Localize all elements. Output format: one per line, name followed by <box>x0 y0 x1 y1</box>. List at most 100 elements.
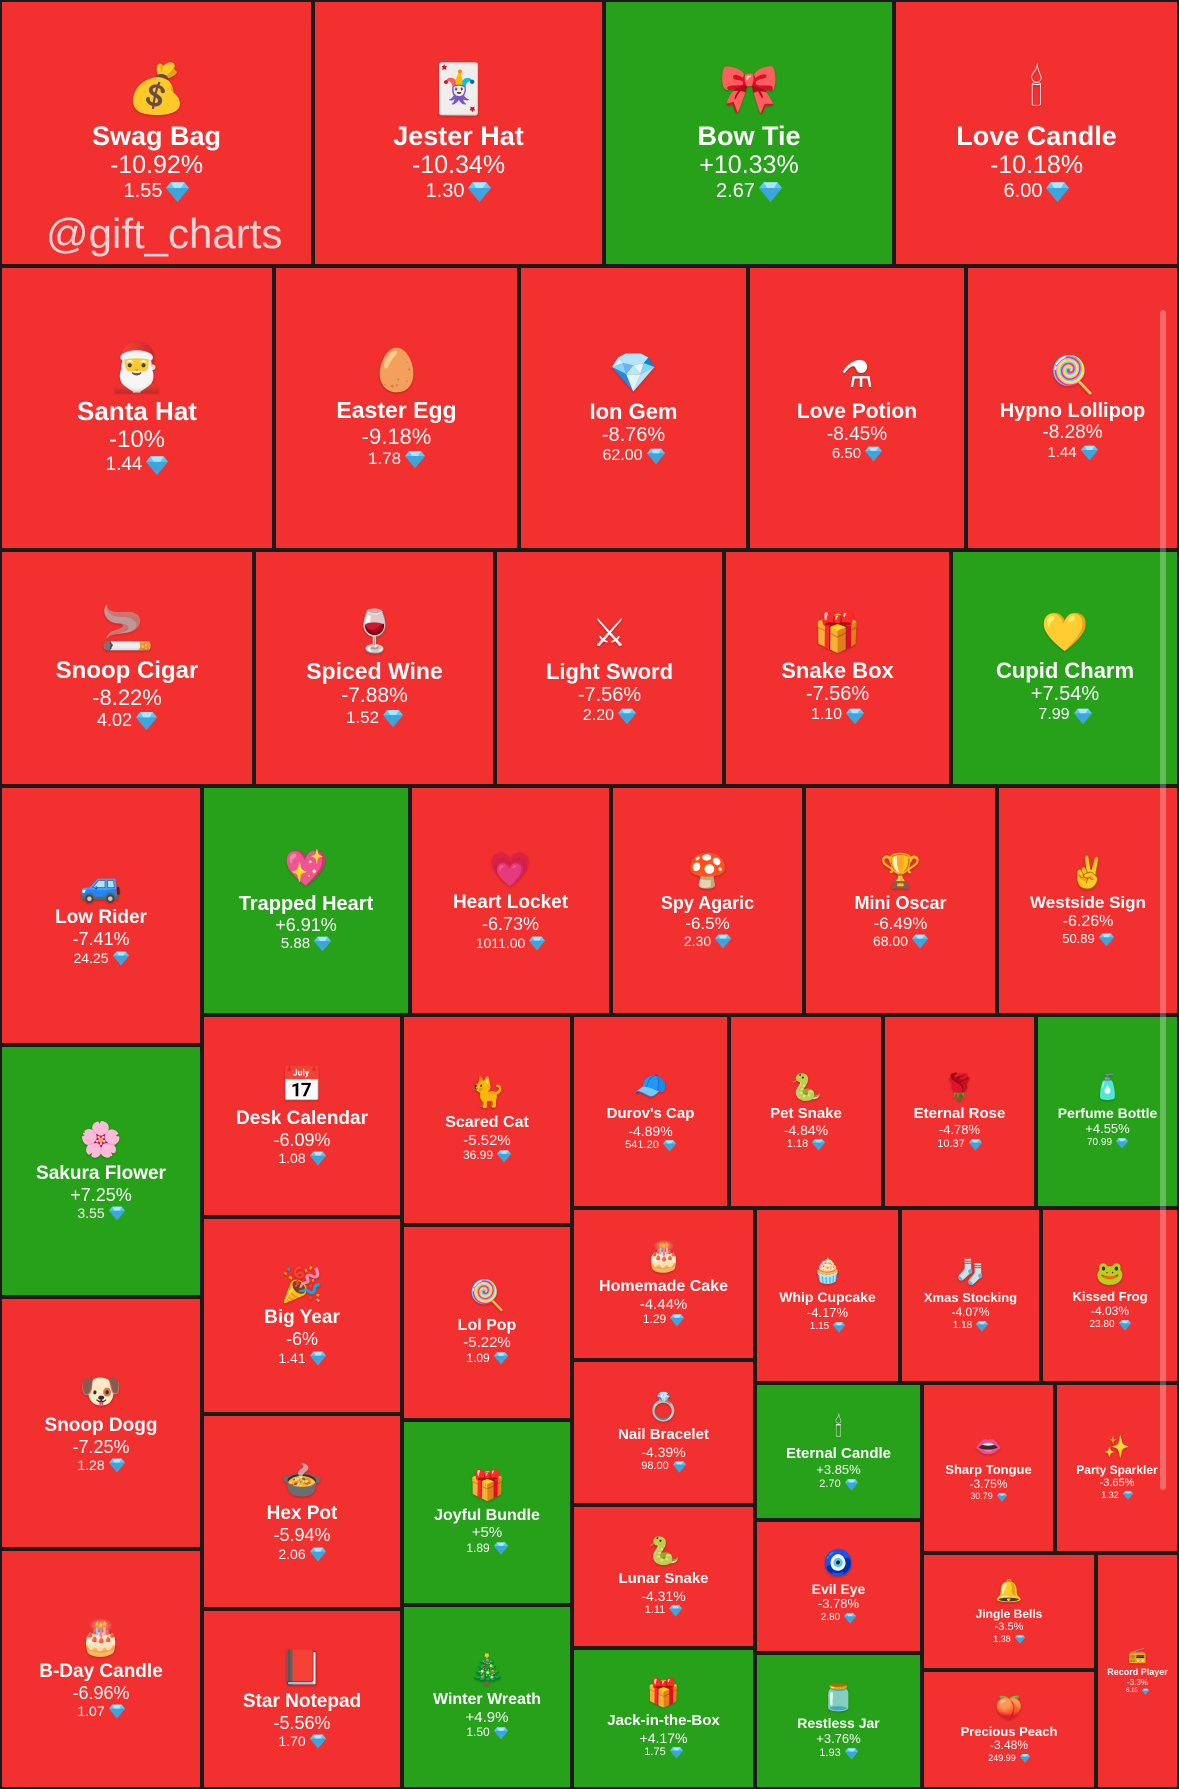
gift-price-value: 70.99 <box>1086 1136 1113 1148</box>
treemap-tile[interactable]: 🎄 Winter Wreath +4.9% 1.50 <box>402 1605 572 1789</box>
treemap-tile[interactable]: ⚔ Light Sword -7.56% 2.20 <box>495 550 724 786</box>
gift-name: Whip Cupcake <box>779 1289 876 1306</box>
gift-price-value: 1.78 <box>367 449 402 469</box>
treemap-tile[interactable]: 🧴 Perfume Bottle +4.55% 70.99 <box>1036 1015 1179 1208</box>
gift-icon: 💖 <box>284 849 328 889</box>
gift-icon: ⚗ <box>840 354 874 396</box>
treemap-tile[interactable]: 💍 Nail Bracelet -4.39% 98.00 <box>572 1360 755 1505</box>
gift-icon: 🧢 <box>633 1071 668 1102</box>
treemap-tile[interactable]: 📻 Record Player -3.3% 6.15 <box>1096 1553 1179 1789</box>
treemap-tile[interactable]: 🚙 Low Rider -7.41% 24.25 <box>0 786 202 1045</box>
treemap-tile[interactable]: 🧁 Whip Cupcake -4.17% 1.15 <box>755 1208 900 1383</box>
gift-price: 68.00 <box>873 933 929 949</box>
gift-change: -7.56% <box>805 683 870 706</box>
treemap-tile[interactable]: ⚗ Love Potion -8.45% 6.50 <box>748 266 966 550</box>
treemap-tile[interactable]: 🏆 Mini Oscar -6.49% 68.00 <box>804 786 997 1015</box>
treemap-tile[interactable]: 💗 Heart Locket -6.73% 1011.00 <box>410 786 611 1015</box>
gift-price: 1.08 <box>278 1150 326 1166</box>
gift-change: -7.88% <box>341 684 408 708</box>
gift-name: Durov's Cap <box>606 1105 695 1123</box>
treemap-tile[interactable]: 🍑 Precious Peach -3.48% 249.99 <box>922 1670 1096 1789</box>
gift-change: -6.09% <box>273 1129 331 1150</box>
treemap-tile[interactable]: 🎀 Bow Tie +10.33% 2.67 <box>604 0 894 266</box>
treemap-tile[interactable]: 🌹 Eternal Rose -4.78% 10.37 <box>883 1015 1036 1208</box>
gift-change: -3.78% <box>817 1596 860 1612</box>
treemap-tile[interactable]: 💛 Cupid Charm +7.54% 7.99 <box>951 550 1179 786</box>
treemap-tile[interactable]: 🍭 Hypno Lollipop -8.28% 1.44 <box>966 266 1179 550</box>
gift-price-value: 10.37 <box>937 1137 965 1150</box>
diamond-gem-icon <box>468 180 492 203</box>
gift-price: 23.80 <box>1089 1319 1131 1331</box>
gift-price-value: 1.44 <box>105 453 143 475</box>
treemap-tile[interactable]: 📅 Desk Calendar -6.09% 1.08 <box>202 1015 402 1217</box>
treemap-tile[interactable]: 🃏 Jester Hat -10.34% 1.30 <box>313 0 604 266</box>
treemap-tile[interactable]: 🍷 Spiced Wine -7.88% 1.52 <box>254 550 495 786</box>
treemap-tile[interactable]: 🕯 Love Candle -10.18% 6.00 <box>894 0 1179 266</box>
gift-price-value: 7.99 <box>1038 706 1070 724</box>
gift-name: Big Year <box>264 1307 340 1329</box>
treemap-tile[interactable]: 🕯 Eternal Candle +3.85% 2.70 <box>755 1383 922 1520</box>
gift-price-value: 1.18 <box>952 1319 973 1331</box>
treemap-tile[interactable]: ✨ Party Sparkler -3.65% 1.32 <box>1055 1383 1179 1553</box>
treemap-tile[interactable]: 🐸 Kissed Frog -4.03% 23.80 <box>1041 1208 1179 1383</box>
gift-change: -3.3% <box>1127 1678 1148 1688</box>
treemap-tile[interactable]: 🥚 Easter Egg -9.18% 1.78 <box>274 266 519 550</box>
gift-price-value: 1.30 <box>425 180 465 203</box>
treemap-tile[interactable]: 🌸 Sakura Flower +7.25% 3.55 <box>0 1045 202 1297</box>
gift-change: -4.89% <box>628 1122 673 1139</box>
gift-price: 1011.00 <box>476 935 546 951</box>
gift-price-value: 1.70 <box>278 1733 306 1750</box>
treemap-tile[interactable]: 🍲 Hex Pot -5.94% 2.06 <box>202 1414 402 1609</box>
gift-price: 1.28 <box>77 1457 125 1473</box>
treemap-tile[interactable]: 🐶 Snoop Dogg -7.25% 1.28 <box>0 1297 202 1549</box>
treemap-tile[interactable]: 🍄 Spy Agaric -6.5% 2.30 <box>611 786 804 1015</box>
treemap-tile[interactable]: 🎁 Joyful Bundle +5% 1.89 <box>402 1420 572 1605</box>
gift-icon: 💗 <box>489 850 532 889</box>
gift-change: +5% <box>471 1524 503 1542</box>
diamond-gem-icon <box>1098 932 1114 947</box>
treemap-tile[interactable]: 💖 Trapped Heart +6.91% 5.88 <box>202 786 410 1015</box>
treemap-tile[interactable]: 💎 Ion Gem -8.76% 62.00 <box>519 266 748 550</box>
gift-name: Evil Eye <box>811 1580 866 1597</box>
treemap-tile[interactable]: 🎁 Jack-in-the-Box +4.17% 1.75 <box>572 1648 755 1789</box>
gift-name: Spy Agaric <box>660 892 755 913</box>
treemap-tile[interactable]: 🧢 Durov's Cap -4.89% 541.20 <box>572 1015 729 1208</box>
treemap-tile[interactable]: 👄 Sharp Tongue -3.75% 30.79 <box>922 1383 1055 1553</box>
diamond-gem-icon <box>976 1320 989 1332</box>
treemap-tile[interactable]: 📕 Star Notepad -5.56% 1.70 <box>202 1609 402 1789</box>
treemap-tile[interactable]: 🎉 Big Year -6% 1.41 <box>202 1217 402 1414</box>
gift-price: 1.52 <box>346 708 404 728</box>
diamond-gem-icon <box>1116 1137 1129 1149</box>
treemap-tile[interactable]: 🐈 Scared Cat -5.52% 36.99 <box>402 1015 572 1225</box>
gift-price-value: 1.55 <box>123 180 163 203</box>
treemap-tile[interactable]: 🎂 Homemade Cake -4.44% 1.29 <box>572 1208 755 1360</box>
gift-price: 2.30 <box>684 933 732 949</box>
diamond-gem-icon <box>309 1546 326 1562</box>
treemap-tile[interactable]: 🔔 Jingle Bells -3.5% 1.38 <box>922 1553 1096 1670</box>
gift-change: -6.26% <box>1062 913 1114 931</box>
gift-price: 98.00 <box>641 1460 686 1473</box>
treemap-tile[interactable]: 🧿 Evil Eye -3.78% 2.80 <box>755 1520 922 1653</box>
treemap-tile[interactable]: 🎁 Snake Box -7.56% 1.10 <box>724 550 951 786</box>
treemap-tile[interactable]: 🧦 Xmas Stocking -4.07% 1.18 <box>900 1208 1041 1383</box>
scrollbar[interactable] <box>1160 310 1166 1490</box>
treemap-tile[interactable]: 🐍 Pet Snake -4.84% 1.18 <box>729 1015 883 1208</box>
treemap-tile[interactable]: 🍭 Lol Pop -5.22% 1.09 <box>402 1225 572 1420</box>
gift-icon: 🍄 <box>686 852 729 890</box>
gift-name: Jingle Bells <box>975 1606 1043 1621</box>
diamond-gem-icon <box>529 935 546 951</box>
treemap-tile[interactable]: ✌ Westside Sign -6.26% 50.89 <box>997 786 1179 1015</box>
gift-price: 6.00 <box>1004 180 1070 203</box>
treemap-tile[interactable]: 🚬 Snoop Cigar -8.22% 4.02 <box>0 550 254 786</box>
gift-change: -6.5% <box>685 913 730 933</box>
treemap-tile[interactable]: 🐍 Lunar Snake -4.31% 1.11 <box>572 1505 755 1648</box>
gift-price: 1.29 <box>643 1312 685 1327</box>
treemap-tile[interactable]: 🎅 Santa Hat -10% 1.44 <box>0 266 274 550</box>
gift-price-value: 1.09 <box>466 1350 490 1365</box>
treemap-tile[interactable]: 🫙 Restless Jar +3.76% 1.93 <box>755 1653 922 1789</box>
gift-name: Kissed Frog <box>1072 1289 1148 1305</box>
gift-name: Winter Wreath <box>432 1691 541 1709</box>
treemap-tile[interactable]: 💰 Swag Bag -10.92% 1.55 <box>0 0 313 266</box>
treemap-tile[interactable]: 🎂 B-Day Candle -6.96% 1.07 <box>0 1549 202 1789</box>
gift-name: Snake Box <box>781 658 894 684</box>
